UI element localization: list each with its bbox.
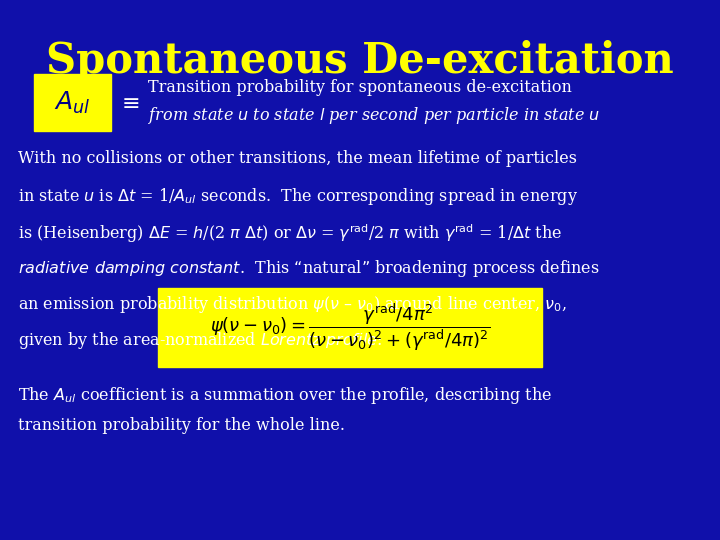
Text: in state $u$ is $\Delta t$ = 1/$A_{ul}$ seconds.  The corresponding spread in en: in state $u$ is $\Delta t$ = 1/$A_{ul}$ … [18,186,578,207]
Text: $\psi(\nu - \nu_0) = \dfrac{\gamma^{\rm rad}/4\pi^2}{(\nu - \nu_0)^2 + (\gamma^{: $\psi(\nu - \nu_0) = \dfrac{\gamma^{\rm … [210,302,490,353]
Text: from state $u$ to state $l$ per second per particle in state $u$: from state $u$ to state $l$ per second p… [148,105,600,126]
Text: Spontaneous De-excitation: Spontaneous De-excitation [46,40,674,82]
Text: is (Heisenberg) $\Delta E$ = $h$/(2 $\pi$ $\Delta t$) or $\Delta\nu$ = $\gamma^{: is (Heisenberg) $\Delta E$ = $h$/(2 $\pi… [18,222,562,245]
FancyBboxPatch shape [158,288,542,367]
Text: $A_{ul}$: $A_{ul}$ [54,90,91,116]
Text: $\equiv$: $\equiv$ [117,92,139,112]
FancyBboxPatch shape [34,74,111,131]
Text: transition probability for the whole line.: transition probability for the whole lin… [18,417,345,434]
Text: given by the area-normalized $\mathit{Lorentz\ profile}$:: given by the area-normalized $\mathit{Lo… [18,330,382,351]
Text: Transition probability for spontaneous de-excitation: Transition probability for spontaneous d… [148,79,572,96]
Text: $\mathit{radiative\ damping\ constant}$.  This “natural” broadening process defi: $\mathit{radiative\ damping\ constant}$.… [18,258,600,279]
Text: The $A_{ul}$ coefficient is a summation over the profile, describing the: The $A_{ul}$ coefficient is a summation … [18,385,552,406]
Text: With no collisions or other transitions, the mean lifetime of particles: With no collisions or other transitions,… [18,150,577,167]
Text: an emission probability distribution $\psi$($\nu$ – $\nu_0$) around line center,: an emission probability distribution $\p… [18,294,567,315]
